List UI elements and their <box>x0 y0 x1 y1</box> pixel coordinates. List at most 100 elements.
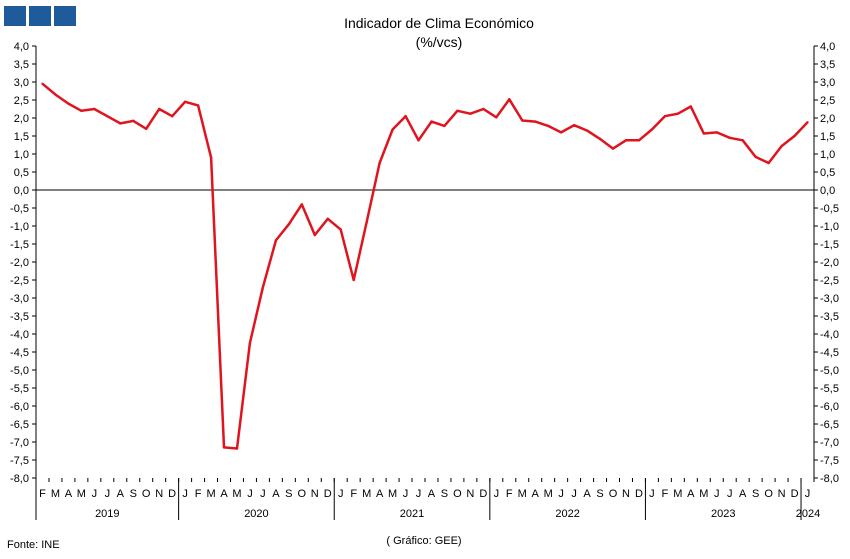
y-tick-label-right: -2,5 <box>820 275 839 287</box>
data-points <box>41 82 809 450</box>
y-tick-label-left: 3,0 <box>14 77 29 89</box>
y-tick-label-left: -6,0 <box>10 401 29 413</box>
source-note: Fonte: INE <box>7 539 60 551</box>
y-tick-label-right: -7,5 <box>820 455 839 467</box>
y-tick-label-right: 2,0 <box>820 113 835 125</box>
y-tick-label-left: -2,5 <box>10 275 29 287</box>
y-tick-label-left: -3,0 <box>10 293 29 305</box>
x-tick-label-month: M <box>518 488 527 500</box>
x-tick-label-month: A <box>117 488 125 500</box>
y-tick-label-right: -5,0 <box>820 365 839 377</box>
y-tick-label-left: -6,5 <box>10 419 29 431</box>
y-tick-label-left: 0,0 <box>14 185 29 197</box>
y-tick-label-right: -8,0 <box>820 473 839 485</box>
x-tick-label-month: A <box>376 488 384 500</box>
y-tick-label-right: 0,0 <box>820 185 835 197</box>
x-tick-label-month: M <box>77 488 86 500</box>
y-tick-label-left: -4,0 <box>10 329 29 341</box>
y-tick-label-left: 4,0 <box>14 41 29 53</box>
y-tick-label-right: -3,0 <box>820 293 839 305</box>
y-tick-label-right: 4,0 <box>820 41 835 53</box>
y-tick-label-right: 1,5 <box>820 131 835 143</box>
logo-block-1 <box>4 6 26 26</box>
y-tick-label-left: -1,0 <box>10 221 29 233</box>
x-tick-label-month: J <box>494 488 500 500</box>
y-tick-label-right: -4,5 <box>820 347 839 359</box>
y-tick-label-right: -2,0 <box>820 257 839 269</box>
x-tick-label-month: J <box>260 488 266 500</box>
x-tick-label-month: J <box>105 488 111 500</box>
x-tick-label-month: A <box>687 488 695 500</box>
y-tick-label-left: -7,5 <box>10 455 29 467</box>
x-tick-label-month: A <box>220 488 228 500</box>
year-label: 2022 <box>555 508 579 520</box>
logo-block-3 <box>54 6 76 26</box>
y-tick-label-right: -7,0 <box>820 437 839 449</box>
x-tick-label-month: J <box>338 488 344 500</box>
y-tick-label-right: -0,5 <box>820 203 839 215</box>
x-tick-label-month: J <box>714 488 720 500</box>
x-axis-year-labels: 2019 2020 2021 2022 2023 2024 <box>95 478 820 520</box>
y-tick-label-right: 3,5 <box>820 59 835 71</box>
x-tick-label-month: D <box>635 488 643 500</box>
x-tick-label-month: O <box>764 488 773 500</box>
y-tick-label-right: -6,5 <box>820 419 839 431</box>
x-tick-label-month: S <box>596 488 603 500</box>
y-tick-label-left: 2,0 <box>14 113 29 125</box>
y-axis-left-ticks: 4,0 3,5 3,0 2,5 2,0 1,5 1,0 0,5 0,0 -0,5 -1,0 -1,5 -… <box>10 41 36 485</box>
y-tick-label-left: 0,5 <box>14 167 29 179</box>
chart-title: Indicador de Clima Económico <box>344 15 534 31</box>
chart-subtitle: (%/vcs) <box>416 34 463 50</box>
y-tick-label-left: 1,5 <box>14 131 29 143</box>
y-tick-label-left: -1,5 <box>10 239 29 251</box>
x-tick-label-month: J <box>558 488 564 500</box>
y-tick-label-left: 2,5 <box>14 95 29 107</box>
x-tick-label-month: A <box>739 488 747 500</box>
x-tick-label-month: J <box>92 488 98 500</box>
x-tick-label-month: F <box>350 488 357 500</box>
y-tick-label-right: -3,5 <box>820 311 839 323</box>
x-tick-label-month: D <box>791 488 799 500</box>
y-tick-label-left: -2,0 <box>10 257 29 269</box>
y-tick-label-right: 2,5 <box>820 95 835 107</box>
x-tick-label-month: N <box>778 488 786 500</box>
x-tick-label-month: M <box>232 488 241 500</box>
x-tick-label-month: D <box>324 488 332 500</box>
x-tick-label-month: J <box>805 488 811 500</box>
x-tick-label-month: A <box>532 488 540 500</box>
x-tick-label-month: F <box>506 488 513 500</box>
x-tick-label-month: M <box>51 488 60 500</box>
x-tick-label-month: M <box>544 488 553 500</box>
chart-credit: ( Gráfico: GEE) <box>386 535 461 547</box>
ine-logo <box>4 6 76 26</box>
x-tick-label-month: J <box>416 488 422 500</box>
x-tick-label-month: N <box>622 488 630 500</box>
x-tick-label-month: O <box>453 488 462 500</box>
x-tick-label-month: S <box>752 488 759 500</box>
y-tick-label-right: 0,5 <box>820 167 835 179</box>
logo-block-2 <box>29 6 51 26</box>
x-tick-label-month: J <box>403 488 409 500</box>
x-tick-label-month: J <box>182 488 188 500</box>
y-tick-label-left: 3,5 <box>14 59 29 71</box>
x-tick-label-month: M <box>388 488 397 500</box>
series-line <box>41 82 809 450</box>
x-tick-label-month: M <box>673 488 682 500</box>
x-tick-label-month: S <box>441 488 448 500</box>
y-tick-label-left: -5,0 <box>10 365 29 377</box>
y-tick-label-right: -1,0 <box>820 221 839 233</box>
y-tick-label-right: -5,5 <box>820 383 839 395</box>
y-tick-label-left: -0,5 <box>10 203 29 215</box>
y-tick-label-left: -8,0 <box>10 473 29 485</box>
year-label: 2024 <box>796 508 820 520</box>
year-label: 2020 <box>244 508 268 520</box>
y-tick-label-left: 1,0 <box>14 149 29 161</box>
x-tick-label-month: S <box>285 488 292 500</box>
x-tick-label-month: N <box>311 488 319 500</box>
year-label: 2021 <box>400 508 424 520</box>
x-tick-label-month: O <box>142 488 151 500</box>
y-tick-label-right: -1,5 <box>820 239 839 251</box>
y-tick-label-left: -4,5 <box>10 347 29 359</box>
